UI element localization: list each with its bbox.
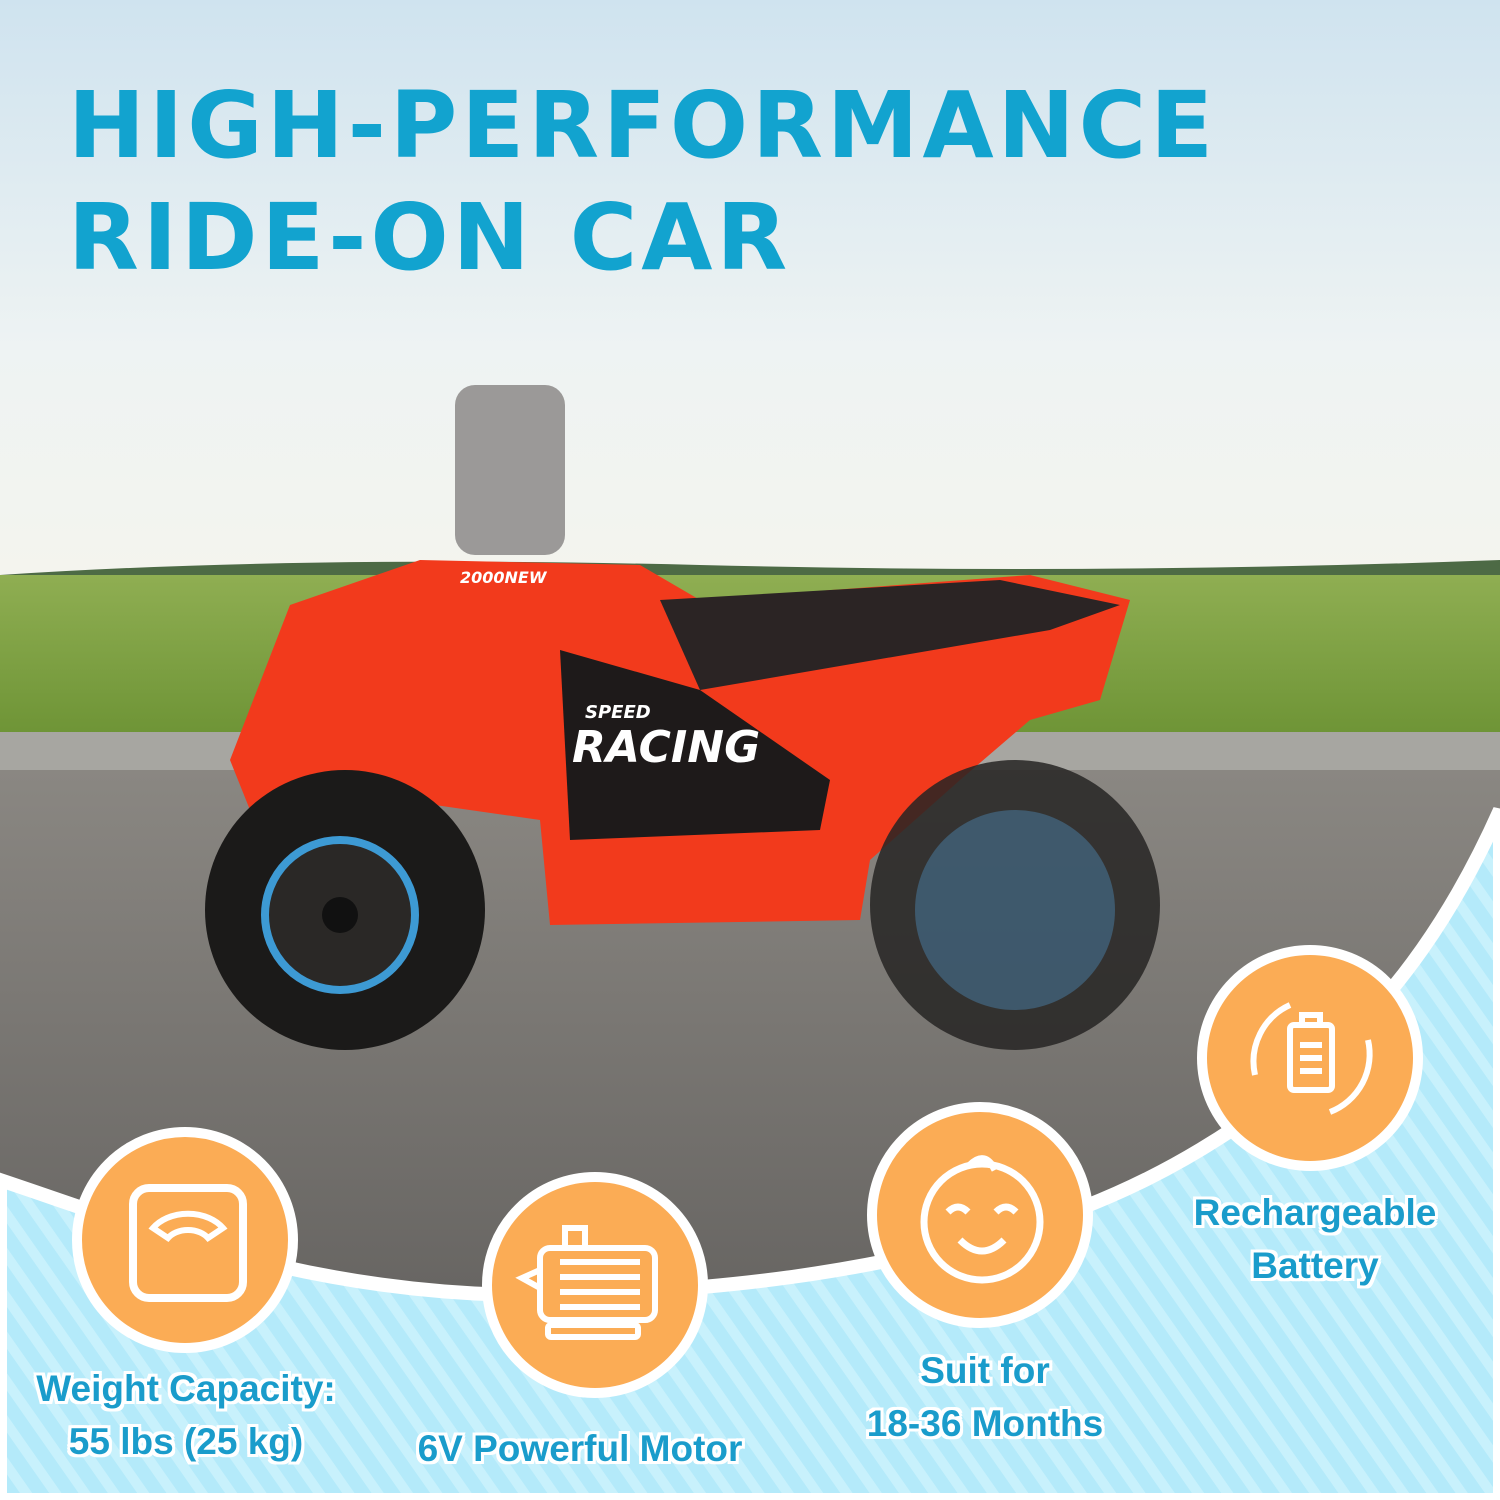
feature-battery-label: Rechargeable Battery <box>1194 1186 1437 1292</box>
front-axle <box>322 897 358 933</box>
feature-icon-age <box>867 1102 1093 1328</box>
decal-panel <box>560 650 830 840</box>
ride-on-car: SPEED RACING 2000NEW <box>205 385 1160 1050</box>
feature-motor-line-1: 6V Powerful Motor <box>417 1428 743 1469</box>
headline-line-2: RIDE-ON CAR <box>68 184 792 291</box>
feature-icon-battery <box>1197 945 1423 1171</box>
feature-weight-line-2: 55 lbs (25 kg) <box>68 1421 304 1462</box>
decal-small: SPEED <box>585 702 651 723</box>
steering-handle <box>455 385 565 555</box>
decal-racing: RACING <box>572 722 760 773</box>
feature-battery-line-2: Battery <box>1251 1245 1379 1286</box>
feature-weight-label: Weight Capacity: 55 lbs (25 kg) <box>36 1362 335 1468</box>
feature-icon-motor <box>482 1172 708 1398</box>
motor-icon <box>515 1225 658 1340</box>
rear-hub <box>915 810 1115 1010</box>
feature-weight-line-1: Weight Capacity: <box>36 1368 336 1409</box>
sky <box>0 0 1500 580</box>
badge-text: 2000NEW <box>460 568 548 587</box>
feature-age-label: Suit for 18-36 Months <box>867 1344 1103 1450</box>
baby-face-icon <box>920 1155 1044 1284</box>
feature-icon-weight <box>72 1127 298 1353</box>
headline-line-1: HIGH-PERFORMANCE <box>68 72 1218 179</box>
feature-age-line-2: 18-36 Months <box>866 1403 1104 1444</box>
battery-recharge-icon <box>1250 1002 1373 1115</box>
seat <box>660 580 1120 690</box>
feature-motor-label: 6V Powerful Motor <box>418 1422 743 1475</box>
feature-age-line-1: Suit for <box>920 1350 1050 1391</box>
feature-battery-line-1: Rechargeable <box>1193 1192 1437 1233</box>
scale-icon <box>129 1184 247 1302</box>
